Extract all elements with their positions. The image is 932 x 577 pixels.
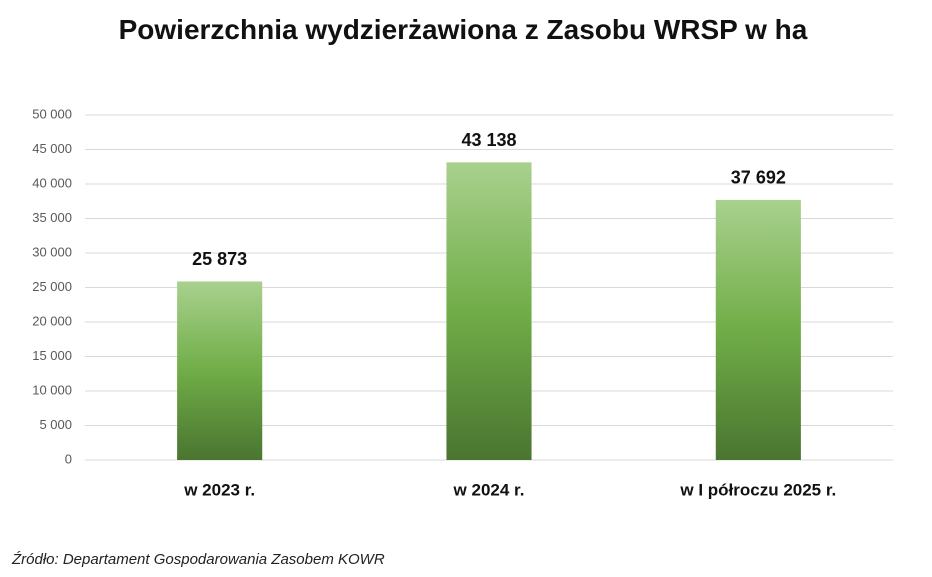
y-tick-label: 35 000 bbox=[32, 210, 72, 225]
y-tick-label: 15 000 bbox=[32, 348, 72, 363]
source-note: Źródło: Departament Gospodarowania Zasob… bbox=[12, 551, 385, 568]
y-tick-label: 25 000 bbox=[32, 279, 72, 294]
chart-title: Powierzchnia wydzierżawiona z Zasobu WRS… bbox=[118, 14, 808, 45]
y-tick-label: 40 000 bbox=[32, 175, 72, 190]
y-tick-label: 30 000 bbox=[32, 244, 72, 259]
data-label: 43 138 bbox=[461, 130, 516, 150]
y-tick-label: 45 000 bbox=[32, 141, 72, 156]
y-tick-label: 50 000 bbox=[32, 106, 72, 121]
x-tick-label: w 2024 r. bbox=[453, 480, 525, 499]
bar bbox=[446, 162, 532, 461]
x-tick-label: w I półroczu 2025 r. bbox=[679, 480, 836, 499]
bar bbox=[177, 281, 263, 460]
y-tick-label: 5 000 bbox=[39, 417, 72, 432]
y-tick-label: 10 000 bbox=[32, 382, 72, 397]
bar bbox=[715, 199, 801, 460]
data-label: 25 873 bbox=[192, 249, 247, 269]
y-tick-label: 20 000 bbox=[32, 313, 72, 328]
x-tick-label: w 2023 r. bbox=[183, 480, 255, 499]
data-label: 37 692 bbox=[731, 168, 786, 188]
y-tick-label: 0 bbox=[65, 451, 72, 466]
